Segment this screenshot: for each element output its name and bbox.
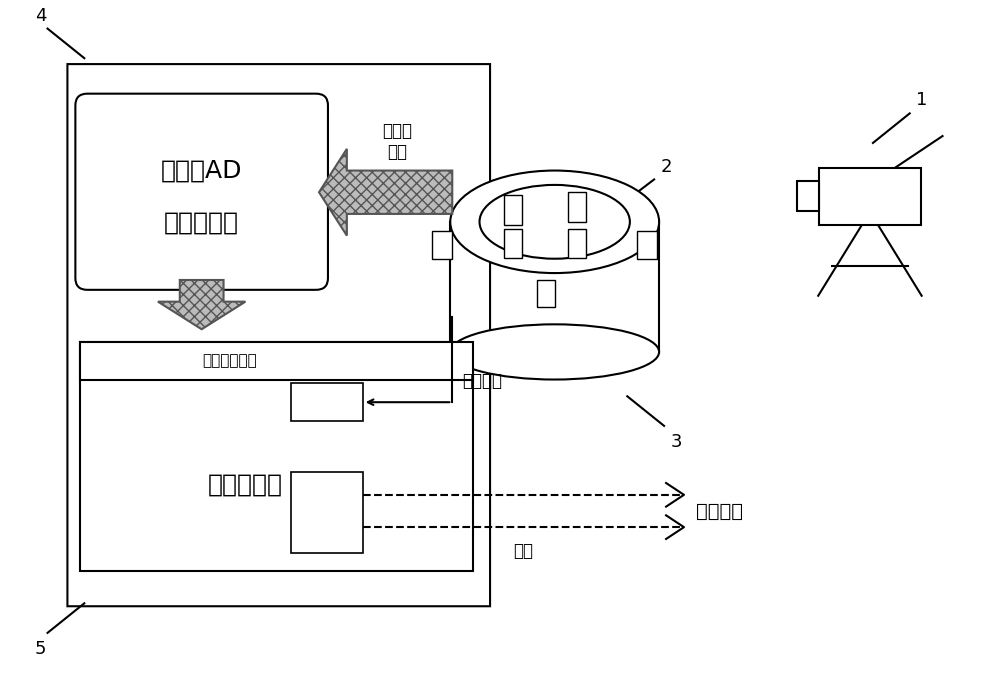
Bar	[504, 228, 522, 258]
FancyBboxPatch shape	[67, 64, 490, 607]
Text: 练: 练	[322, 520, 332, 534]
Bar	[80, 342, 473, 379]
Text: 多温度
采集: 多温度 采集	[383, 122, 413, 160]
Bar	[432, 231, 452, 259]
Text: VMD: VMD	[311, 395, 343, 409]
Text: 多元温度信息: 多元温度信息	[202, 354, 257, 369]
Bar	[537, 279, 555, 307]
Text: 补偿输出: 补偿输出	[696, 501, 743, 520]
Bar	[568, 228, 586, 258]
Polygon shape	[158, 280, 245, 329]
Text: 4: 4	[35, 7, 46, 24]
Text: 3: 3	[671, 432, 683, 451]
Text: 训: 训	[322, 490, 332, 505]
Text: 预测: 预测	[513, 542, 533, 560]
Text: 1: 1	[916, 91, 927, 109]
Bar	[291, 384, 363, 421]
Bar	[797, 182, 819, 211]
Text: 2: 2	[661, 158, 673, 177]
FancyBboxPatch shape	[75, 94, 328, 290]
Bar	[291, 472, 363, 553]
Text: 陀螺输出: 陀螺输出	[462, 373, 502, 390]
Bar	[819, 167, 921, 225]
Ellipse shape	[480, 185, 630, 258]
Ellipse shape	[450, 171, 659, 273]
Polygon shape	[319, 149, 452, 235]
Text: 5: 5	[35, 640, 46, 658]
Ellipse shape	[450, 324, 659, 379]
Text: 补偿计算机: 补偿计算机	[208, 473, 283, 496]
Bar	[80, 342, 473, 571]
Text: 多通道AD: 多通道AD	[161, 159, 242, 183]
Bar	[637, 231, 657, 259]
Text: 温度采集板: 温度采集板	[164, 211, 239, 235]
Bar	[504, 195, 522, 225]
Bar	[568, 192, 586, 222]
